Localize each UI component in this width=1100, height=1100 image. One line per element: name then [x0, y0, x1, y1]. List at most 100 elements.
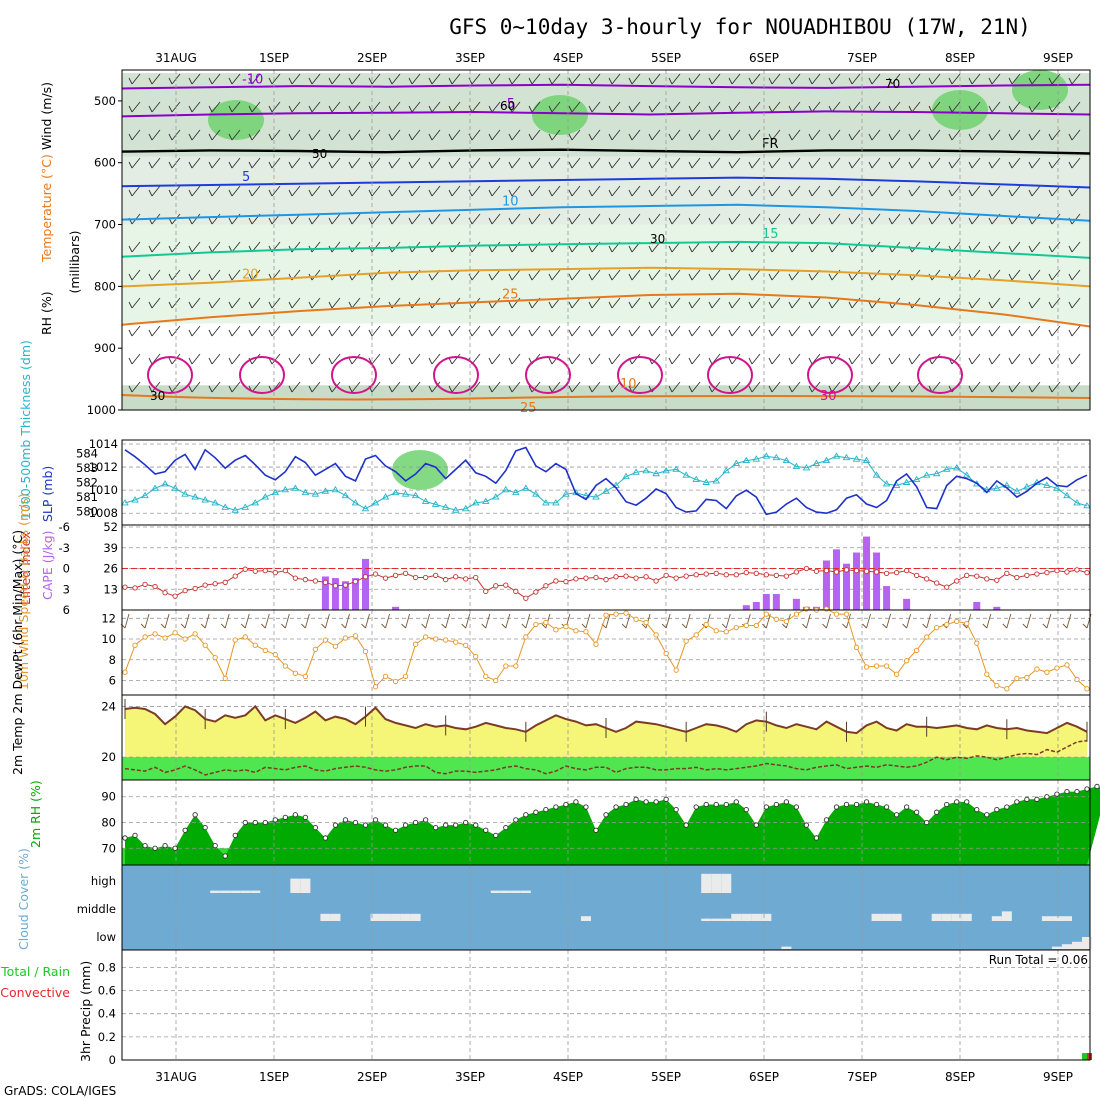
wind-speed-point: [863, 664, 870, 670]
lifted-index-point: [302, 576, 309, 583]
wind-barb: [188, 185, 201, 197]
wind-barb: [668, 129, 681, 141]
rh2m-point: [733, 799, 739, 805]
lifted-index-point: [653, 578, 659, 584]
wind-barb: [988, 353, 1001, 365]
rh2m-point: [252, 819, 258, 826]
lifted-index-point: [733, 572, 739, 578]
cloud-patch-middle: [400, 913, 411, 921]
wind-barb: [628, 213, 641, 225]
wind-speed-point: [162, 635, 168, 641]
contour-label: 20: [242, 268, 259, 283]
cloud-patch-high: [250, 890, 261, 893]
wind-speed-point: [352, 633, 359, 639]
rh2m-point: [372, 817, 379, 823]
cape-bar: [392, 606, 400, 610]
wind-barb: [228, 381, 241, 393]
wind-barb: [548, 381, 561, 393]
lifted-index-point: [813, 568, 820, 574]
wind-barb: [1028, 297, 1041, 309]
rh2m-point: [412, 819, 419, 826]
date-label-top: 2SEP: [357, 51, 387, 65]
wind-barb: [388, 73, 401, 85]
wind-barb-10m: [260, 613, 270, 629]
rh2m-point: [1094, 783, 1100, 790]
wind-barb: [308, 213, 321, 225]
wind-barb: [728, 381, 741, 393]
thickness-point: [882, 480, 891, 487]
rh2m-point: [823, 817, 830, 823]
thickness-point: [491, 493, 500, 500]
wind-barb: [448, 325, 461, 337]
wind-barb: [648, 129, 661, 141]
rh2m-point: [503, 825, 509, 831]
rh2m-point: [984, 812, 990, 818]
thickness-point: [962, 471, 971, 478]
wind-barb-10m: [721, 613, 731, 629]
wind-barb: [968, 353, 981, 365]
wind-barb: [328, 381, 341, 393]
wind-barb: [568, 381, 581, 393]
wind-speed-point: [743, 622, 749, 629]
wind-barb: [488, 241, 501, 253]
wind-speed-point: [182, 636, 188, 642]
wind-barb: [128, 101, 141, 113]
lifted-index-point: [182, 587, 188, 594]
rh2m-point: [1004, 804, 1010, 810]
cape-bar: [973, 602, 981, 610]
wind-barb: [148, 101, 161, 113]
wind-barb: [668, 325, 681, 337]
wind-barb: [208, 101, 221, 113]
wind-speed-point: [954, 618, 960, 625]
wind-barb: [1068, 157, 1081, 169]
thickness-point: [512, 488, 520, 496]
cloud-patch-high: [290, 878, 301, 893]
wind-barb-10m: [301, 613, 310, 629]
lifted-index-point: [843, 567, 850, 573]
lifted-index-point: [743, 570, 749, 576]
wind-barb: [1028, 157, 1041, 169]
wind-barb: [788, 297, 801, 309]
thickness-point: [221, 503, 230, 510]
lifted-index-point: [1024, 572, 1030, 579]
wind-barb: [148, 185, 161, 197]
wind-barb: [1068, 101, 1081, 113]
cloud-patch-low: [1061, 944, 1072, 949]
wind-speed-point: [913, 647, 920, 654]
cloud-patch-middle: [941, 913, 952, 921]
rh2m-point: [172, 845, 178, 851]
wind-barb: [528, 325, 541, 337]
wind-barb: [948, 157, 961, 169]
wind-speed-point: [633, 616, 639, 622]
wind-barb: [648, 213, 661, 225]
wind-barb: [768, 73, 781, 85]
wind-barb-10m: [421, 613, 431, 629]
date-label-bottom: 3SEP: [455, 1070, 485, 1084]
wind-barb: [768, 241, 781, 253]
thickness-point: [672, 465, 680, 472]
wind-barb: [508, 269, 521, 281]
wind-speed-point: [292, 670, 299, 676]
wind-barb: [908, 185, 921, 197]
thickness-line: [124, 455, 1088, 511]
thickness-point: [151, 484, 159, 491]
wind-barb: [728, 297, 741, 309]
wind-barb: [1048, 185, 1061, 197]
wind-barb: [468, 129, 481, 141]
cape-bar: [762, 594, 770, 610]
cloud-patch-high: [220, 890, 231, 893]
wind-barb: [628, 101, 641, 113]
rh-label: 70: [885, 77, 900, 91]
wind-barb: [328, 157, 341, 169]
wind-barb: [488, 129, 501, 141]
cloud-patch-high: [711, 873, 722, 893]
wind-barb: [288, 353, 301, 365]
wind-barb: [848, 73, 861, 85]
wind-barb: [808, 73, 821, 85]
thickness-point: [932, 469, 941, 477]
rh2m-point: [332, 822, 339, 828]
cloud-patch-high: [500, 890, 511, 893]
wind-barb: [188, 241, 201, 253]
y-tick-label: 0: [63, 562, 70, 576]
